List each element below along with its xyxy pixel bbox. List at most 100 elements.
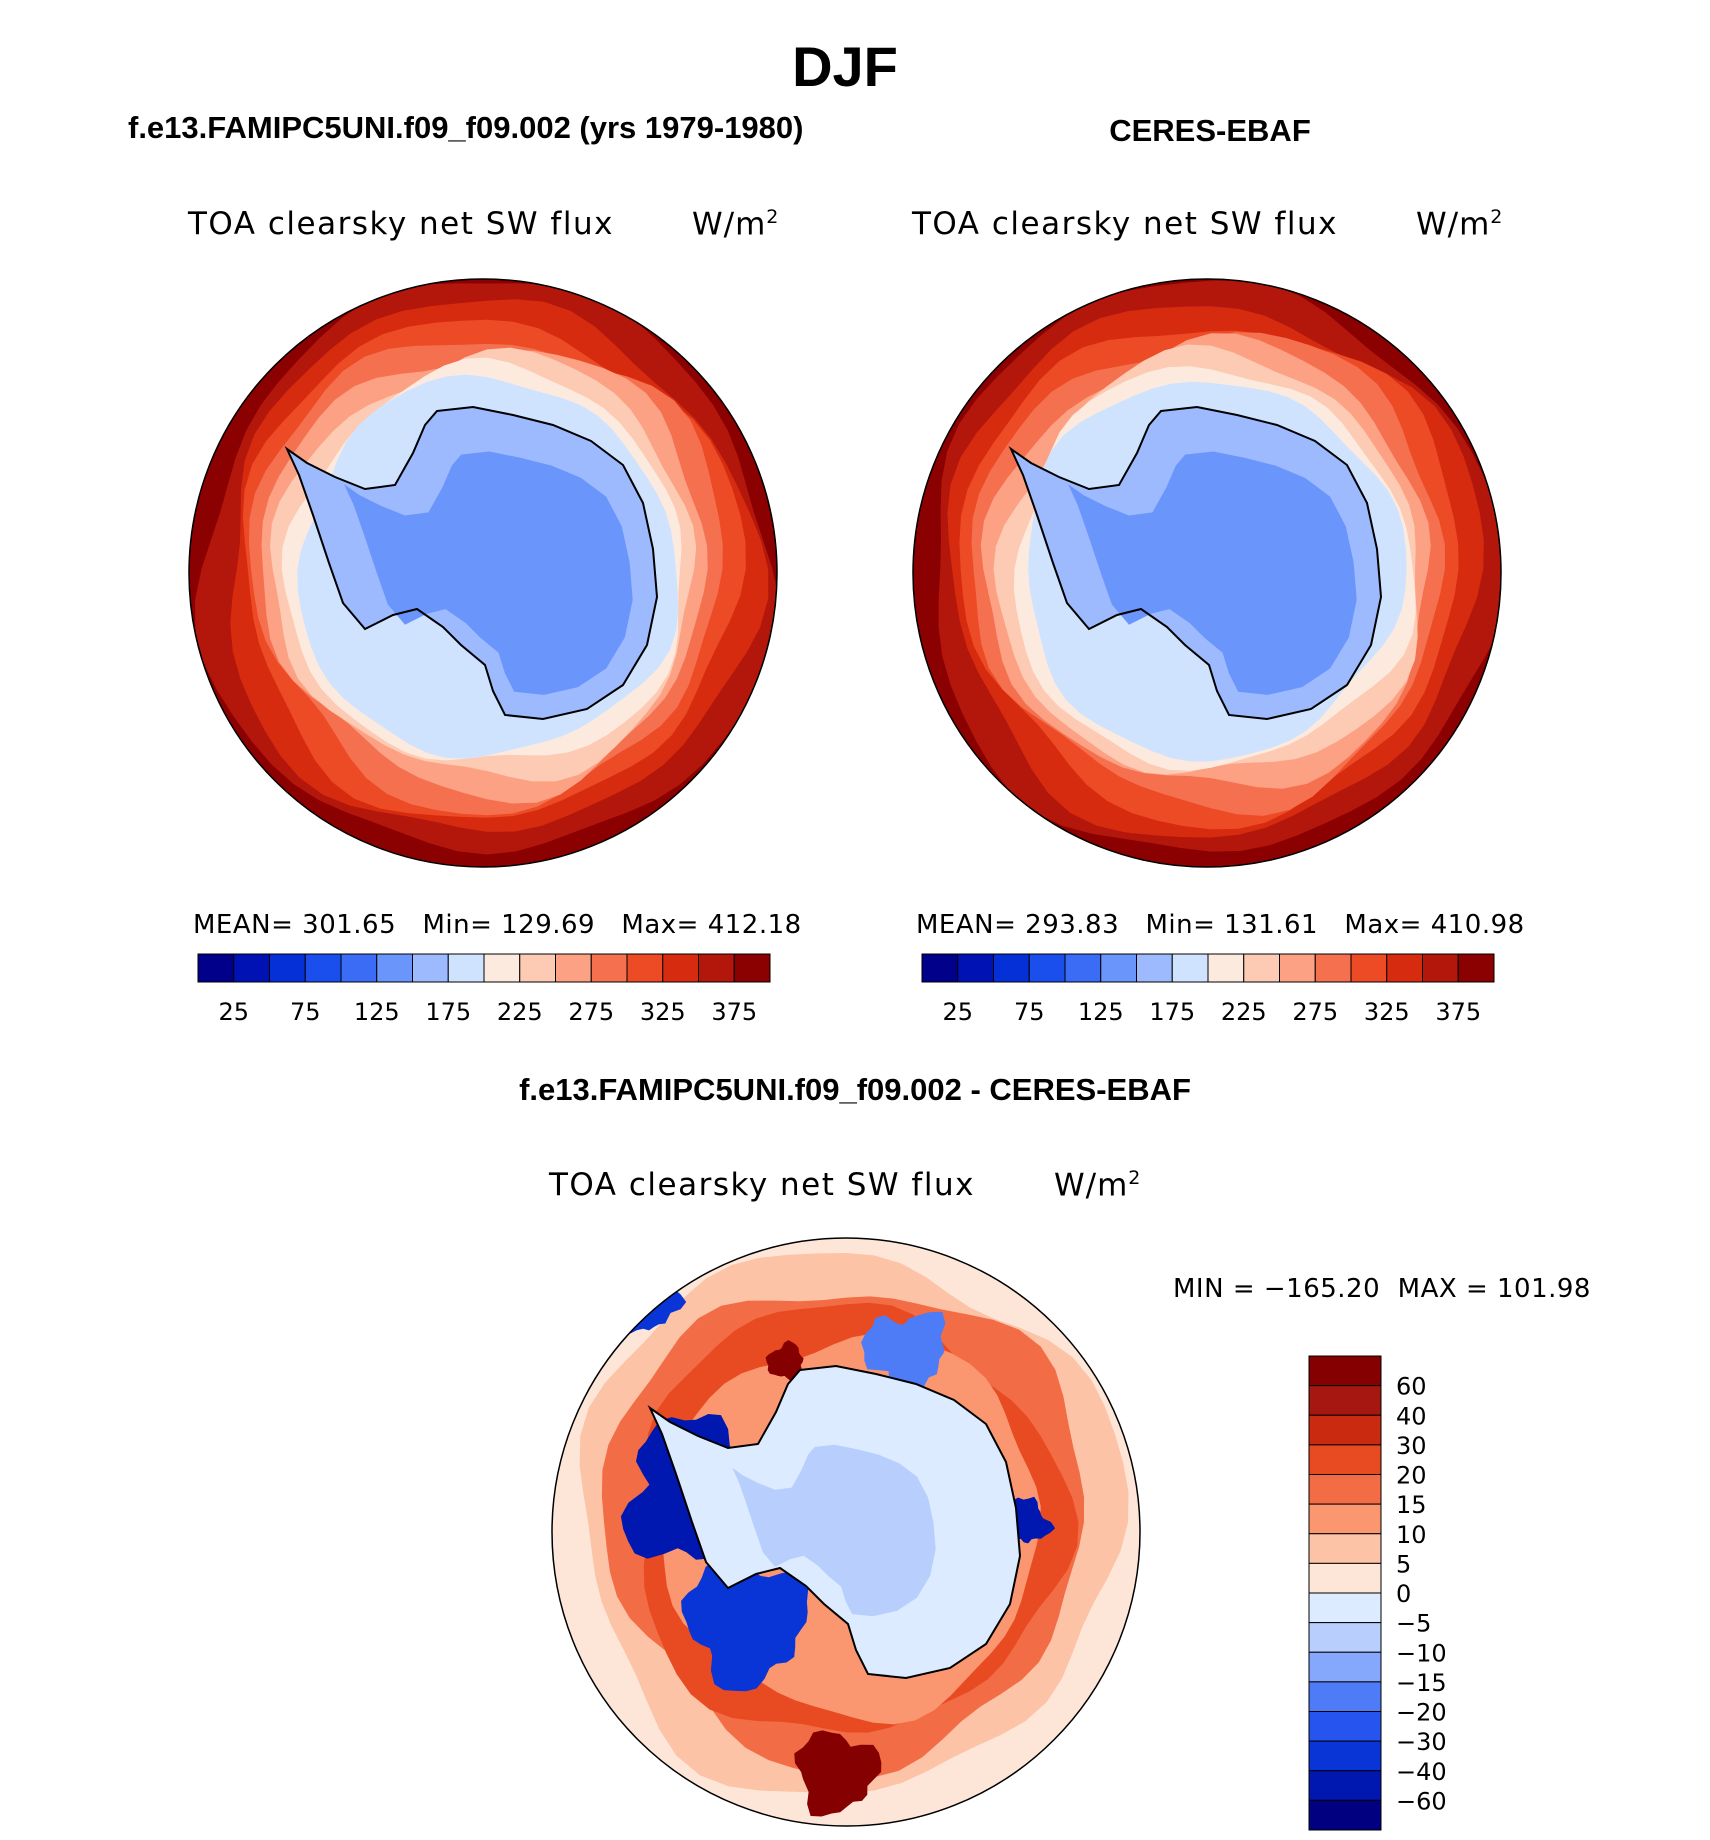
model-map: [188, 278, 778, 868]
diff-colorbar-box: [1308, 1740, 1382, 1772]
diff-colorbar-tick-label: −10: [1396, 1639, 1447, 1667]
obs-colorbar-box: [1100, 953, 1137, 983]
diff-units-exp: 2: [1128, 1167, 1142, 1189]
obs-colorbar-box: [1136, 953, 1173, 983]
obs-panel-heading: CERES-EBAF: [1109, 113, 1311, 148]
obs-colorbar-tick-label: 375: [1435, 998, 1481, 1026]
model-colorbar-tick-label: 375: [711, 998, 757, 1026]
obs-contours: [913, 279, 1501, 867]
model-colorbar-box: [233, 953, 270, 983]
diff-interior-field: [732, 1444, 936, 1617]
obs-colorbar-tick-label: 75: [1014, 998, 1045, 1026]
obs-max-value: 410.98: [1430, 910, 1525, 940]
diff-positive-patch: [794, 1730, 882, 1817]
diff-colorbar-box: [1308, 1503, 1382, 1535]
obs-colorbar-box: [1207, 953, 1245, 983]
model-colorbar-box: [340, 953, 378, 983]
diff-map: [551, 1237, 1141, 1827]
diff-colorbar-tick-label: 40: [1396, 1402, 1427, 1430]
diff-coastline: [647, 1364, 1022, 1680]
diff-colorbar-tick-label: 10: [1396, 1521, 1427, 1549]
obs-coastline: [1008, 405, 1383, 721]
obs-colorbar-tick-label: 175: [1149, 998, 1195, 1026]
model-colorbar-box: [376, 953, 413, 983]
model-min-label: Min=: [422, 910, 493, 940]
diff-minmax: MIN = −165.20 MAX = 101.98: [1173, 1274, 1591, 1304]
model-colorbar-box: [662, 953, 699, 983]
model-colorbar-box: [626, 953, 664, 983]
model-colorbar-box: [412, 953, 449, 983]
obs-colorbar-tick-label: 125: [1078, 998, 1124, 1026]
model-colorbar-box: [483, 953, 521, 983]
obs-colorbar-tick-label: 225: [1221, 998, 1267, 1026]
diff-colorbar-tick-label: 15: [1396, 1491, 1427, 1519]
model-variable-label: TOA clearsky net SW flux: [188, 206, 614, 242]
model-colorbar-tick-label: 125: [354, 998, 400, 1026]
diff-colorbar-box: [1308, 1622, 1382, 1653]
model-colorbar-box: [733, 953, 771, 983]
obs-map: [912, 278, 1502, 868]
diff-colorbar-tick-label: 20: [1396, 1462, 1427, 1490]
obs-mean-value: 293.83: [1025, 910, 1120, 940]
model-colorbar-tick-label: 325: [640, 998, 686, 1026]
model-colorbar-box: [590, 953, 628, 983]
model-mean-value: 301.65: [302, 910, 397, 940]
obs-colorbar-box: [1386, 953, 1423, 983]
obs-colorbar-box: [1422, 953, 1459, 983]
model-colorbar-tick-label: 25: [218, 998, 249, 1026]
obs-max-label: Max=: [1344, 910, 1422, 940]
model-colorbar-box: [447, 953, 485, 983]
obs-colorbar-box: [1457, 953, 1495, 983]
obs-colorbar-box: [1243, 953, 1280, 983]
obs-units-label: W/m2: [1416, 206, 1503, 242]
diff-colorbar-tick-label: −30: [1396, 1728, 1447, 1756]
diff-colorbar-box: [1308, 1444, 1382, 1475]
obs-stats: MEAN= 293.83 Min= 131.61 Max= 410.98: [916, 910, 1525, 940]
diff-colorbar-tick-label: −15: [1396, 1669, 1447, 1697]
diff-colorbar-box: [1308, 1355, 1382, 1387]
obs-plateau-field: [1068, 451, 1357, 695]
diff-colorbar-tick-label: −5: [1396, 1610, 1431, 1638]
diff-negative-patch: [681, 1561, 809, 1692]
model-colorbar-box: [698, 953, 735, 983]
model-units-base: W/m: [692, 206, 767, 243]
model-units-label: W/m2: [692, 206, 779, 242]
diff-boundary: [551, 1237, 1141, 1827]
model-colorbar: 25 75 125 175 225 275 325 375: [197, 953, 771, 1026]
obs-variable-label: TOA clearsky net SW flux: [912, 206, 1338, 242]
obs-colorbar-box: [1028, 953, 1066, 983]
obs-units-exp: 2: [1490, 206, 1504, 228]
model-colorbar-tick-label: 275: [568, 998, 614, 1026]
obs-units-base: W/m: [1416, 206, 1491, 243]
model-colorbar-box: [519, 953, 556, 983]
obs-colorbar-box: [1171, 953, 1209, 983]
diff-units-label: W/m2: [1054, 1167, 1141, 1203]
diff-colorbar-box: [1308, 1474, 1382, 1505]
model-colorbar-box: [304, 953, 342, 983]
diff-colorbar-box: [1308, 1385, 1382, 1416]
diff-colorbar-tick-label: 60: [1396, 1373, 1427, 1401]
obs-min-value: 131.61: [1224, 910, 1319, 940]
diff-colorbar-box: [1308, 1681, 1382, 1712]
model-colorbar-tick-label: 225: [497, 998, 543, 1026]
model-stats: MEAN= 301.65 Min= 129.69 Max= 412.18: [193, 910, 802, 940]
diff-colorbar-tick-label: −40: [1396, 1758, 1447, 1786]
model-mean-label: MEAN=: [193, 910, 294, 940]
model-contours: [189, 279, 777, 867]
diff-negative-patch: [861, 1311, 946, 1405]
diff-colorbar-box: [1308, 1651, 1382, 1683]
obs-colorbar-box: [957, 953, 994, 983]
model-boundary: [188, 278, 778, 868]
obs-boundary: [912, 278, 1502, 868]
main-title: DJF: [792, 35, 898, 98]
diff-contours: [552, 1238, 1140, 1826]
obs-colorbar-tick-label: 325: [1364, 998, 1410, 1026]
diff-panel-heading: f.e13.FAMIPC5UNI.f09_f09.002 - CERES-EBA…: [519, 1072, 1191, 1107]
diff-colorbar-box: [1308, 1562, 1382, 1594]
diff-colorbar-tick-label: −60: [1396, 1787, 1447, 1815]
diff-colorbar-box: [1308, 1414, 1382, 1446]
obs-colorbar-tick-label: 275: [1292, 998, 1338, 1026]
model-max-value: 412.18: [707, 910, 802, 940]
